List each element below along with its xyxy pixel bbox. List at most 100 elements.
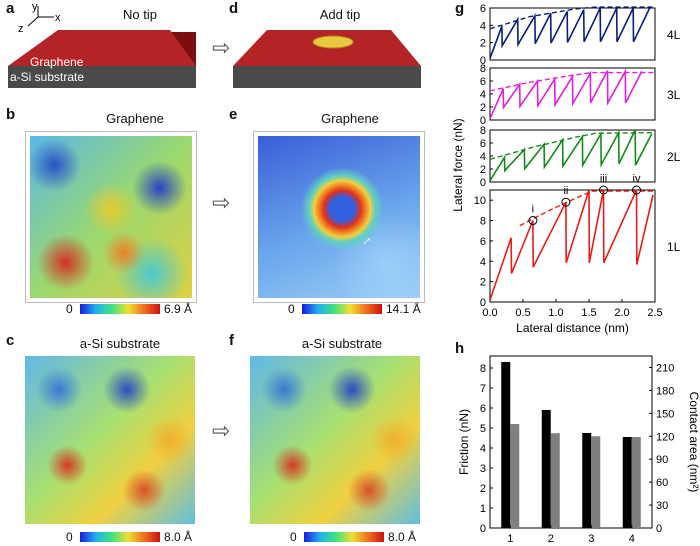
series-label-1L: 1L (667, 240, 681, 254)
marker-label-i: i (532, 204, 534, 216)
contact-area-bar (510, 424, 520, 528)
panel-f-title: a-Si substrate (301, 336, 383, 351)
y-tick-label-right: 30 (656, 500, 668, 512)
y-tick-label-right: 90 (656, 454, 668, 466)
x-tick-label: 3 (588, 533, 594, 545)
friction-bar (501, 362, 511, 528)
plot-frame-4L (489, 7, 656, 61)
y-axis-title-left: Friction (nN) (457, 409, 471, 475)
plot-frame-h (489, 355, 653, 529)
plot-frame-1L (489, 189, 656, 303)
contact-area-bar (631, 437, 641, 528)
axis-triad (27, 6, 54, 27)
colorbar-e (302, 304, 382, 314)
x-tick-label: 2.0 (614, 307, 629, 319)
contact-area-bar (591, 436, 601, 528)
surface-model-with-tip (233, 30, 421, 88)
force-trace-1L (489, 189, 654, 301)
y-tick-label-left: 8 (480, 363, 486, 375)
series-label-4L: 4L (667, 28, 681, 42)
panel-label-c: c (6, 332, 15, 349)
y-tick-label-2L: 6 (480, 138, 486, 150)
stick-slip-marker (528, 216, 538, 226)
colorbar-f-max: 8.0 Å (388, 530, 417, 544)
y-tick-label-2L: 4 (480, 151, 486, 163)
y-tick-label-left: 2 (480, 483, 486, 495)
y-tick-label-4L: 6 (480, 3, 486, 15)
panel-label-g: g (455, 0, 465, 17)
colorbar-c-max: 8.0 Å (164, 530, 193, 544)
layer-label-graphene: Graphene (30, 55, 84, 69)
panel-b-title: Graphene (106, 111, 164, 126)
panel-label-b: b (6, 106, 16, 123)
arrow-right-icon-3: ⇨ (212, 418, 231, 443)
substrate-height-map-with-tip (250, 356, 420, 524)
y-tick-label-3L: 2 (480, 102, 486, 114)
colorbar-b-max: 6.9 Å (164, 302, 193, 316)
series-label-3L: 3L (667, 88, 681, 102)
y-axis-title: Lateral force (nN) (451, 118, 465, 211)
x-tick-label: 1.0 (548, 307, 563, 319)
y-tick-label-right: 60 (656, 477, 668, 489)
y-tick-label-4L: 4 (480, 20, 486, 32)
panel-a-title: No tip (123, 7, 157, 22)
colorbar-e-min: 0 (288, 302, 295, 316)
friction-bar (541, 410, 551, 528)
axis-x-label: x (55, 12, 61, 24)
y-tick-label-2L: 0 (480, 177, 486, 189)
y-tick-label-2L: 2 (480, 164, 486, 176)
x-tick-label: 4 (629, 533, 635, 545)
y-tick-label-3L: 8 (480, 63, 486, 75)
colorbar-f-min: 0 (290, 530, 297, 544)
friction-bar (622, 437, 632, 528)
force-trace-4L (489, 7, 651, 59)
y-tick-label-left: 0 (480, 523, 486, 535)
y-tick-label-right: 150 (656, 408, 674, 420)
stick-slip-marker (632, 185, 642, 195)
panel-label-e: e (229, 106, 238, 123)
x-tick-label: 0.0 (482, 307, 497, 319)
y-tick-label-right: 120 (656, 431, 674, 443)
x-tick-label: 1 (507, 533, 513, 545)
colorbar-f (304, 532, 384, 542)
y-tick-label-1L: 0 (480, 297, 486, 309)
y-tick-label-2L: 8 (480, 125, 486, 137)
panel-e-title: Graphene (321, 111, 379, 126)
series-label-2L: 2L (667, 150, 681, 164)
y-tick-label-3L: 0 (480, 115, 486, 127)
y-tick-label-1L: 2 (480, 277, 486, 289)
substrate-height-map (25, 356, 195, 524)
y-tick-label-left: 4 (480, 443, 486, 455)
y-tick-label-1L: 10 (474, 195, 486, 207)
colorbar-b (80, 304, 160, 314)
contact-area-bar (550, 433, 560, 528)
marker-label-iv: iv (633, 173, 641, 185)
force-trace-2L (489, 129, 653, 182)
y-tick-label-right: 0 (656, 523, 662, 535)
graphene-height-map-with-tip: → (253, 131, 425, 303)
stick-slip-marker (599, 185, 609, 195)
stick-slip-marker (561, 197, 571, 207)
plot-frame-2L (489, 129, 656, 183)
colorbar-c (80, 532, 160, 542)
surface-model-no-tip: y x z (8, 1, 196, 88)
arrow-right-icon: ⇨ (212, 35, 231, 60)
panel-c-title: a-Si substrate (79, 336, 161, 351)
colorbar-e-max: 14.1 Å (386, 302, 421, 316)
y-tick-label-3L: 4 (480, 89, 486, 101)
axis-z-label: z (18, 23, 24, 35)
y-tick-label-3L: 6 (480, 76, 486, 88)
layer-label-substrate: a-Si substrate (10, 70, 85, 84)
y-tick-label-4L: 2 (480, 38, 486, 50)
panel-label-d: d (229, 0, 239, 17)
colorbar-c-min: 0 (66, 530, 73, 544)
y-axis-title-right: Contact area (nm²) (687, 392, 700, 493)
x-tick-label: 1.5 (581, 307, 596, 319)
envelope-4L (489, 6, 655, 30)
y-tick-label-4L: 0 (480, 55, 486, 67)
y-tick-label-left: 5 (480, 423, 486, 435)
envelope-3L (489, 71, 655, 92)
arrow-right-icon-2: ⇨ (212, 190, 231, 215)
y-tick-label-right: 210 (656, 362, 674, 374)
y-tick-label-1L: 6 (480, 236, 486, 248)
